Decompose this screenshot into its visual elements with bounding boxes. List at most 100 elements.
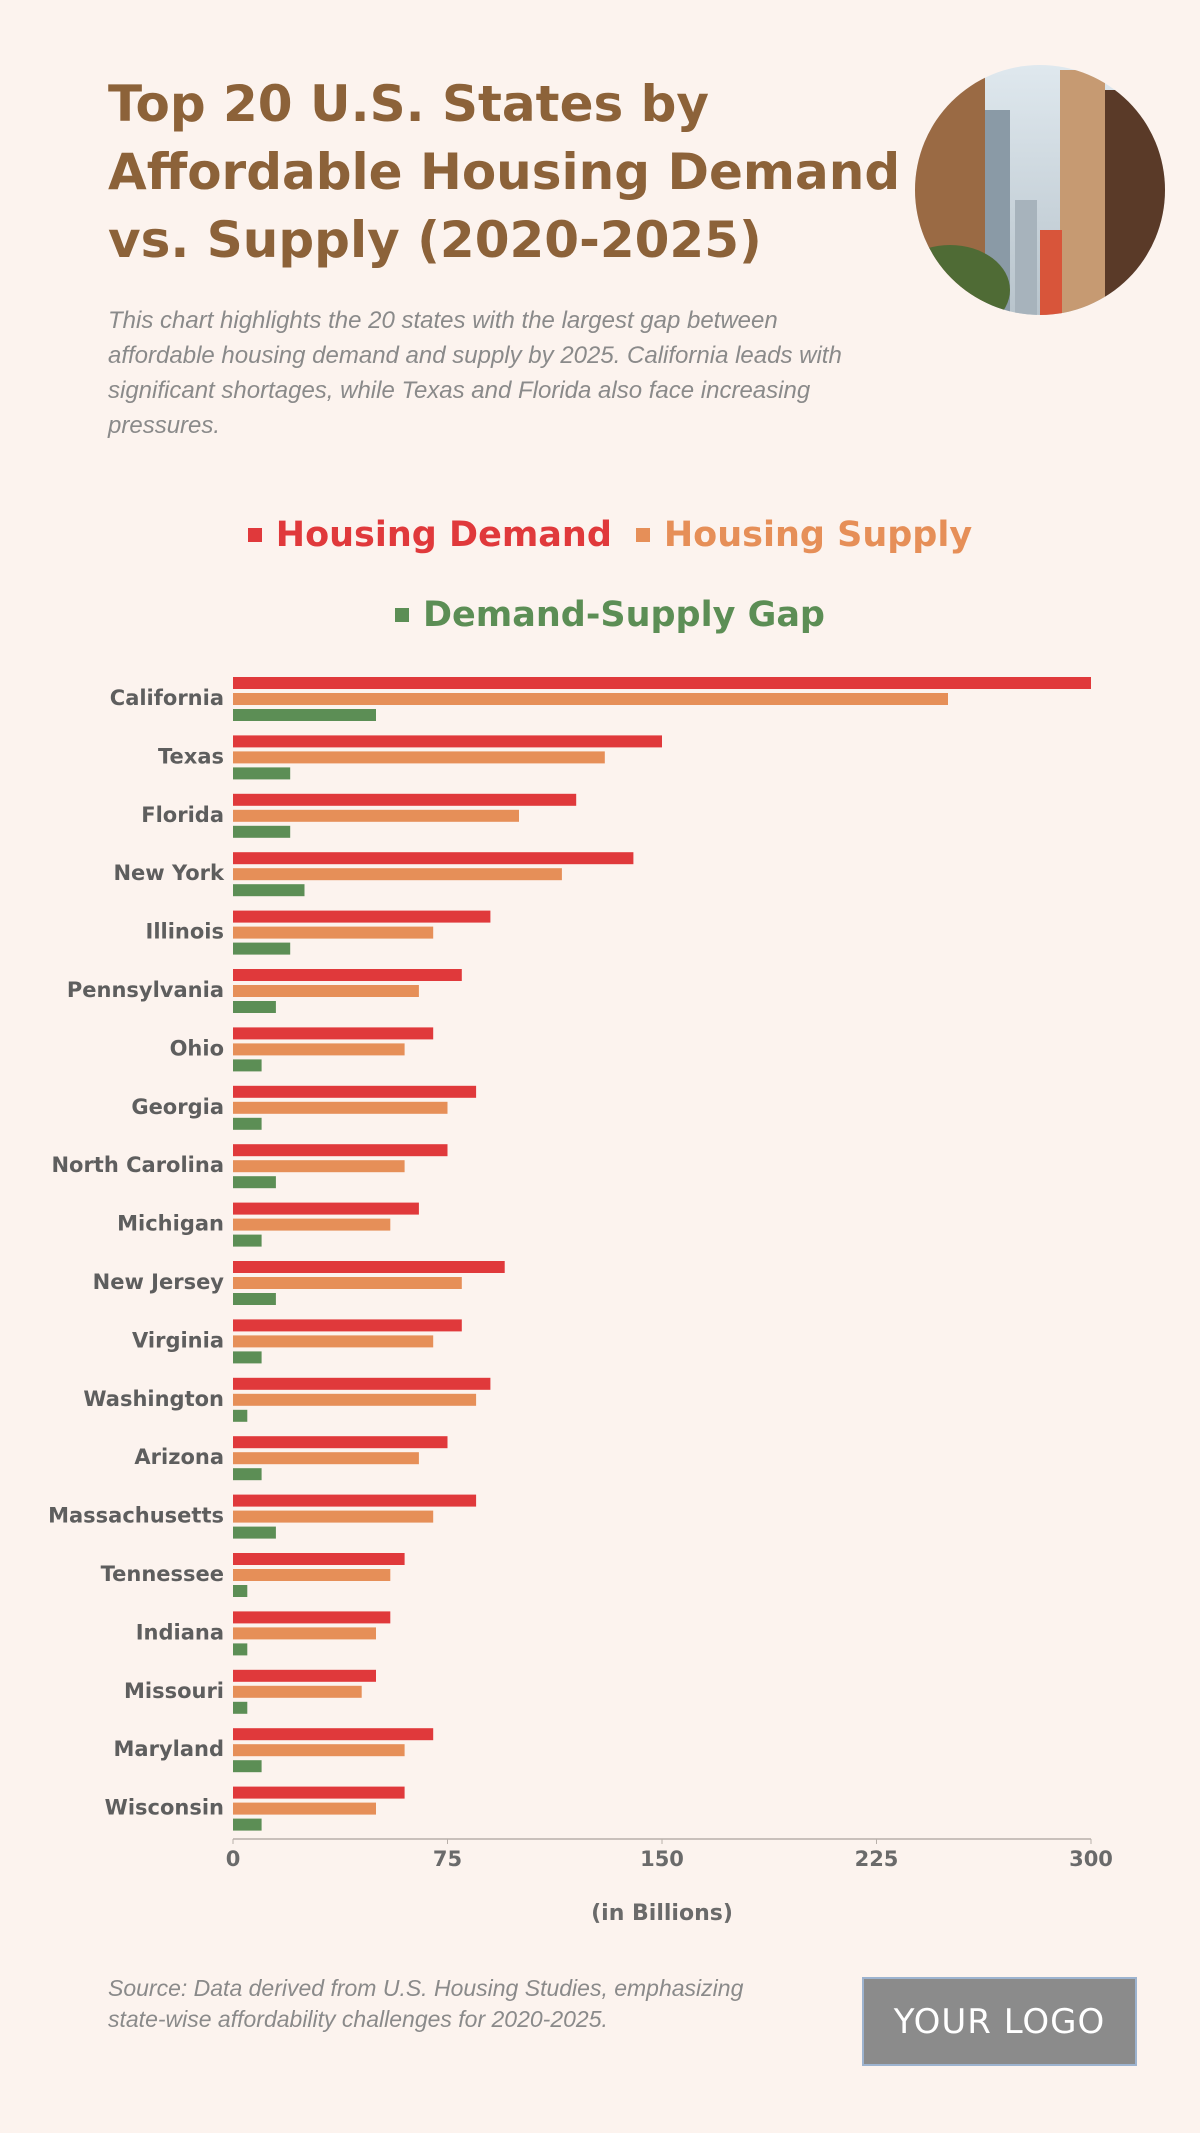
bar: [233, 825, 291, 838]
x-tick-label: 75: [433, 1847, 462, 1871]
bar: [233, 735, 662, 748]
legend-label: Housing Demand: [275, 515, 612, 555]
bar: [233, 1627, 376, 1640]
bar: [233, 1001, 276, 1013]
legend-label: Housing Supply: [663, 515, 973, 555]
category-label: Massachusetts: [48, 1504, 224, 1528]
category-label: Maryland: [114, 1737, 224, 1761]
category-label: New York: [113, 861, 225, 885]
category-label: California: [110, 686, 224, 710]
bar: [233, 1643, 248, 1656]
bar: [233, 1760, 262, 1773]
bar: [233, 1409, 248, 1422]
bar: [233, 1160, 405, 1173]
bar: [233, 1202, 419, 1215]
bar: [233, 1728, 434, 1741]
bar: [233, 1611, 391, 1624]
bar: [233, 751, 605, 764]
bar: [233, 1569, 391, 1581]
bar: [233, 985, 419, 997]
header-photo: [915, 65, 1165, 315]
chart-subtitle: This chart highlights the 20 states with…: [108, 307, 842, 439]
bar: [233, 1218, 391, 1231]
bar: [233, 1818, 262, 1831]
category-label: Michigan: [117, 1212, 224, 1236]
bar: [233, 1335, 434, 1348]
bar: [233, 1510, 434, 1523]
x-tick-label: 225: [855, 1847, 899, 1871]
bar: [233, 1526, 276, 1539]
category-label: Wisconsin: [105, 1796, 224, 1820]
bar: [233, 926, 434, 939]
bar: [233, 868, 562, 881]
bar: [233, 693, 948, 705]
bar: [233, 793, 577, 806]
category-label: New Jersey: [93, 1270, 225, 1294]
bar: [233, 1085, 477, 1098]
legend: Housing Demand Housing Supply Demand-Suppl…: [230, 515, 990, 635]
bar: [233, 1059, 262, 1072]
bar: [233, 1293, 276, 1305]
legend-swatch: [394, 608, 409, 622]
category-label: Virginia: [132, 1328, 224, 1352]
x-tick-label: 300: [1069, 1847, 1113, 1871]
legend-swatch: [247, 528, 262, 542]
category-label: Tennessee: [101, 1562, 224, 1586]
bar: [233, 1701, 248, 1714]
bar: [233, 1669, 376, 1682]
category-label: Washington: [83, 1387, 224, 1411]
bar: [233, 1585, 248, 1597]
x-axis-label: (in Billions): [591, 1901, 733, 1926]
bar: [233, 709, 376, 721]
logo: YOUR LOGO: [862, 1977, 1137, 2066]
bar: [233, 969, 462, 981]
bar: [233, 1319, 462, 1332]
bar: [233, 910, 491, 923]
x-tick-label: 0: [226, 1847, 241, 1871]
bar: [233, 1802, 376, 1815]
bar: [233, 942, 291, 955]
chart-title: Top 20 U.S. States by Affordable Housing…: [108, 75, 901, 269]
legend-swatch: [635, 528, 650, 542]
bar: [233, 767, 291, 780]
bar: [233, 1494, 477, 1507]
bar: [233, 1144, 448, 1157]
bar: [233, 1234, 262, 1247]
category-label: Arizona: [134, 1445, 224, 1469]
bar: [233, 1553, 405, 1565]
bar: [233, 1436, 448, 1449]
bar: [233, 1043, 405, 1056]
legend-item: Housing Supply: [635, 515, 973, 555]
category-label: Indiana: [136, 1620, 224, 1644]
bar: [233, 1351, 262, 1364]
bar: [233, 1176, 276, 1189]
legend-label: Demand-Supply Gap: [422, 595, 825, 635]
bar: [233, 1101, 448, 1114]
bar: [233, 1468, 262, 1481]
legend-item: Demand-Supply Gap: [394, 595, 825, 635]
bar: [233, 1744, 405, 1757]
x-tick-label: 150: [640, 1847, 684, 1871]
bar: [233, 1261, 505, 1273]
category-label: Ohio: [170, 1036, 224, 1060]
category-label: Texas: [158, 744, 224, 768]
bar: [233, 1393, 477, 1406]
bar: [233, 1027, 434, 1040]
bar: [233, 852, 634, 865]
bar: [233, 1377, 491, 1390]
category-label: Georgia: [131, 1095, 224, 1119]
bar: [233, 1452, 419, 1465]
bar: [233, 1277, 462, 1289]
bar: [233, 884, 305, 897]
bar: [233, 1685, 362, 1698]
bar: [233, 677, 1091, 689]
category-label: Illinois: [146, 920, 224, 944]
category-label: Florida: [141, 803, 224, 827]
source-note: Source: Data derived from U.S. Housing S…: [108, 1975, 744, 2032]
category-label: Pennsylvania: [67, 978, 224, 1002]
category-label: Missouri: [124, 1679, 224, 1703]
category-label: North Carolina: [51, 1153, 224, 1177]
bar: [233, 809, 519, 822]
